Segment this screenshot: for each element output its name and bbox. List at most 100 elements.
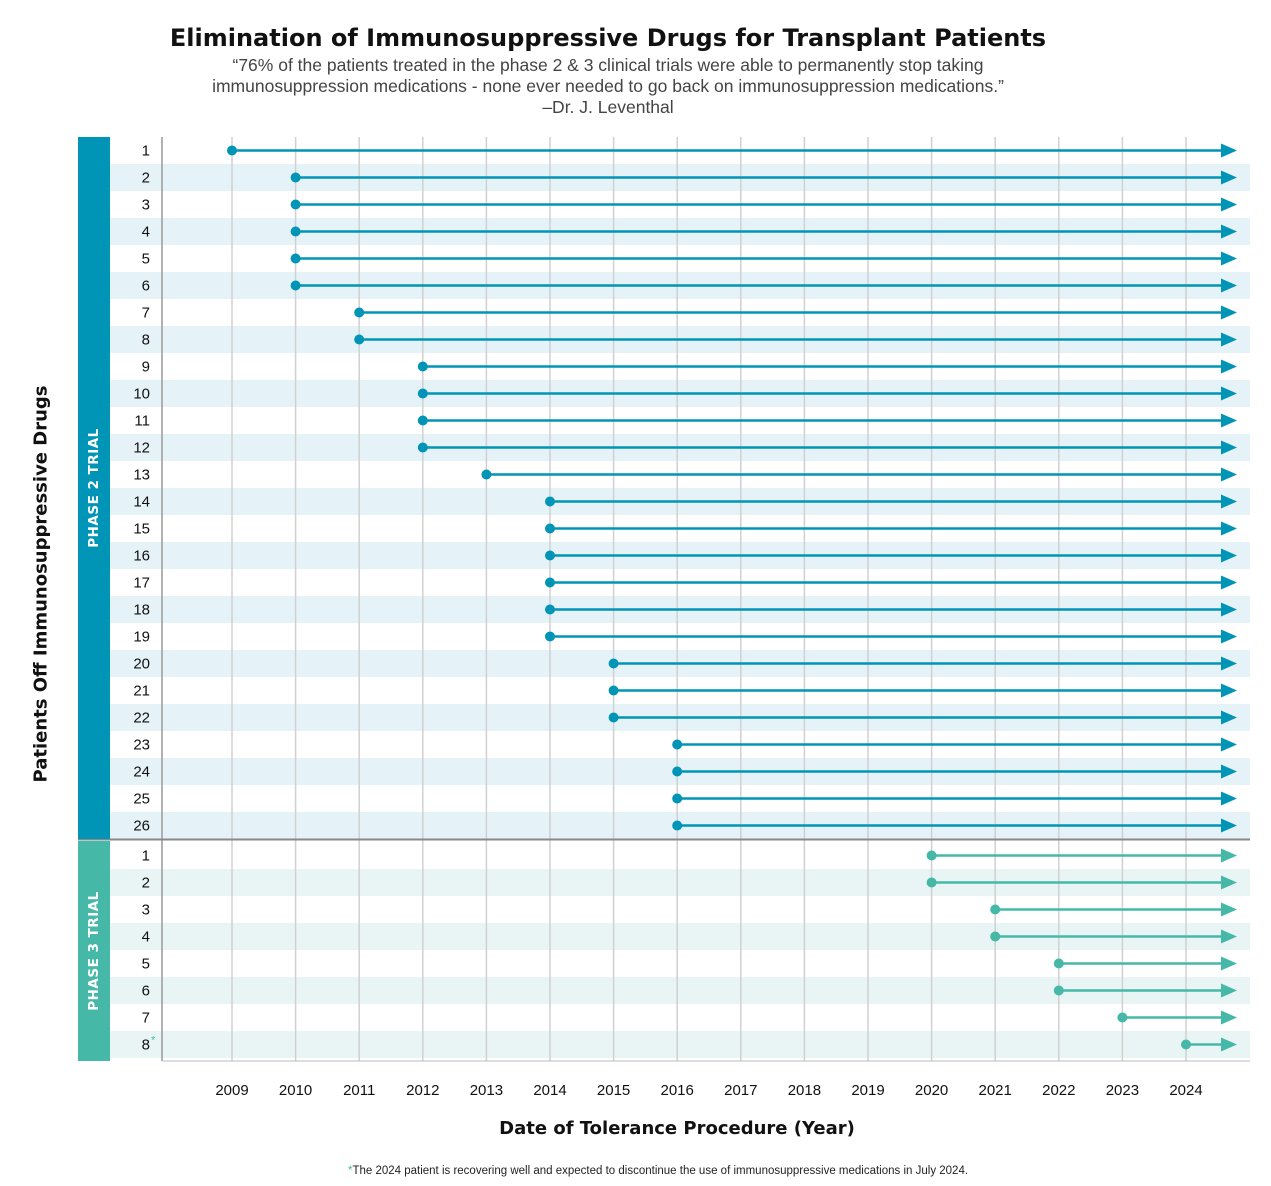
patient-label: 8 [142, 1037, 150, 1054]
start-point [417, 361, 428, 372]
arrow-head [1221, 548, 1237, 563]
x-tick-label: 2024 [1169, 1082, 1202, 1099]
arrow-head [1221, 521, 1237, 536]
start-point [608, 712, 619, 723]
patient-label: 23 [133, 737, 150, 754]
start-point [672, 793, 683, 804]
arrow-head [1221, 764, 1237, 779]
patient-label: 19 [133, 629, 150, 646]
quote-line-2: immunosuppression medications - none eve… [212, 76, 1004, 96]
x-axis-title: Date of Tolerance Procedure (Year) [499, 1118, 855, 1139]
patient-label: 10 [133, 386, 150, 403]
patient-label: 1 [142, 848, 150, 865]
arrow-head [1221, 929, 1237, 944]
arrow-head [1221, 440, 1237, 455]
x-tick-label: 2010 [279, 1082, 312, 1099]
patient-label: 21 [133, 683, 150, 700]
footnote-text: The 2024 patient is recovering well and … [352, 1165, 969, 1177]
arrow-head [1221, 902, 1237, 917]
x-tick-label: 2021 [979, 1082, 1012, 1099]
patient-label: 4 [142, 929, 150, 946]
start-point [354, 307, 365, 318]
start-point [227, 145, 237, 156]
start-point [290, 253, 301, 264]
patient-label: 24 [133, 764, 150, 781]
arrow-head [1221, 791, 1237, 806]
start-point [290, 226, 301, 237]
arrow-head [1221, 656, 1237, 671]
patient-label: 15 [133, 521, 150, 538]
start-point [354, 334, 365, 345]
arrow-head [1221, 224, 1237, 239]
start-point [290, 280, 301, 291]
start-point [1053, 958, 1064, 969]
patient-label: 13 [133, 467, 150, 484]
patient-label: 2 [142, 170, 150, 187]
x-tick-label: 2012 [406, 1082, 439, 1099]
patient-label: 8 [142, 332, 150, 349]
patient-label: 6 [142, 278, 150, 295]
arrow-head [1221, 956, 1237, 971]
start-point [672, 820, 683, 831]
patient-label: 7 [142, 305, 150, 322]
start-point [545, 496, 555, 507]
patient-label: 3 [142, 197, 150, 214]
start-point [290, 172, 301, 183]
start-point [545, 577, 555, 588]
patient-label: 2 [142, 875, 150, 892]
start-point [608, 658, 619, 669]
arrow-head [1221, 386, 1237, 401]
patient-label: 20 [133, 656, 150, 673]
x-tick-label: 2020 [915, 1082, 948, 1099]
start-point [545, 523, 555, 534]
arrow-head [1221, 875, 1237, 890]
patient-label: 11 [134, 413, 150, 430]
arrow-head [1221, 737, 1237, 752]
arrow-head [1221, 143, 1237, 158]
arrow-head [1221, 251, 1237, 266]
x-tick-label: 2017 [724, 1082, 757, 1099]
x-tick-label: 2018 [788, 1082, 821, 1099]
patient-annotation-marker: * [151, 1035, 156, 1047]
patient-label: 7 [142, 1010, 150, 1027]
arrow-head [1221, 278, 1237, 293]
arrow-head [1221, 602, 1237, 617]
x-tick-label: 2015 [597, 1082, 630, 1099]
arrow-head [1221, 683, 1237, 698]
start-point [417, 388, 428, 399]
arrow-head [1221, 413, 1237, 428]
start-point [417, 442, 428, 453]
start-point [926, 877, 937, 888]
patient-label: 6 [142, 983, 150, 1000]
arrow-head [1221, 983, 1237, 998]
x-tick-label: 2009 [215, 1082, 248, 1099]
patient-label: 5 [142, 251, 150, 268]
start-point [1117, 1012, 1128, 1023]
patient-label: 4 [142, 224, 150, 241]
patient-label: 26 [133, 818, 150, 835]
patient-label: 17 [133, 575, 150, 592]
patient-label: 12 [133, 440, 150, 457]
start-point [608, 685, 619, 696]
start-point [672, 739, 683, 750]
arrow-head [1221, 575, 1237, 590]
x-tick-label: 2014 [533, 1082, 566, 1099]
quote-attribution: –Dr. J. Leventhal [542, 97, 674, 117]
x-tick-label: 2022 [1042, 1082, 1075, 1099]
arrow-head [1221, 197, 1237, 212]
arrow-head [1221, 332, 1237, 347]
arrow-head [1221, 359, 1237, 374]
patient-label: 14 [133, 494, 150, 511]
x-tick-label: 2013 [470, 1082, 503, 1099]
phase-label: PHASE 3 TRIAL [86, 891, 102, 1011]
x-tick-label: 2011 [343, 1082, 375, 1099]
start-point [926, 850, 937, 861]
phase-label: PHASE 2 TRIAL [86, 428, 102, 548]
start-point [545, 550, 555, 561]
arrow-head [1221, 1010, 1237, 1025]
patient-label: 18 [133, 602, 150, 619]
start-point [545, 631, 555, 642]
start-point [1053, 985, 1064, 996]
arrow-head [1221, 1037, 1237, 1052]
arrow-head [1221, 305, 1237, 320]
